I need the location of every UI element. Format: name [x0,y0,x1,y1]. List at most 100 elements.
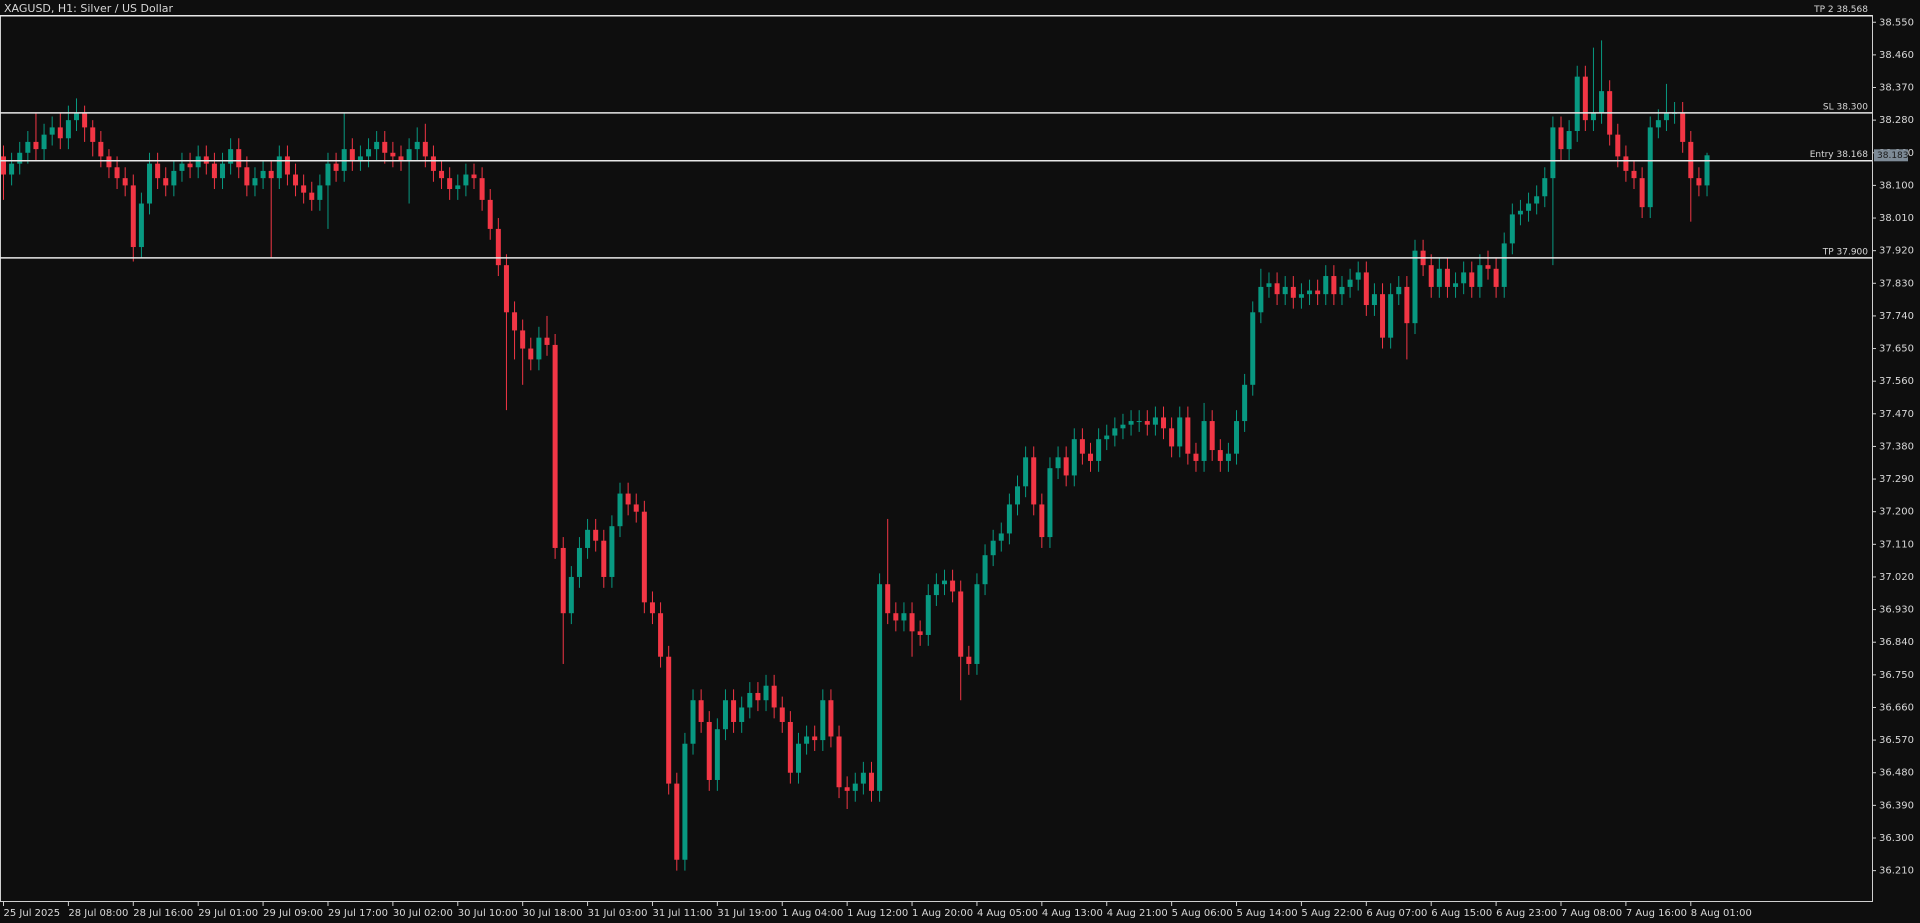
y-tick-label: 38.550 [1879,17,1914,28]
candle-body [1582,76,1588,121]
x-tick-label: 31 Jul 11:00 [652,908,712,919]
candle-body [690,700,696,744]
candle-body [430,156,436,171]
x-tick-label: 6 Aug 07:00 [1366,908,1427,919]
candle-body [284,156,290,175]
x-tick-label: 29 Jul 01:00 [198,908,258,919]
candle-body [893,613,899,621]
candle-body [390,152,396,157]
candle-body [1663,112,1669,121]
candle-body [1704,155,1710,186]
candle-body [1104,435,1110,440]
candle-body [868,772,874,791]
candle-body [1023,457,1029,487]
candle-body [130,185,136,248]
candle-body [1290,286,1296,298]
x-tick-label: 30 Jul 18:00 [523,908,583,919]
candle-body [1282,286,1288,295]
candle-body [536,337,542,360]
candle-body [1250,312,1256,385]
candle-body [974,584,980,664]
candle-body [1453,283,1459,287]
candle-body [479,178,485,200]
candle-body [909,613,915,632]
candle-body [17,152,23,164]
candle-body [787,721,793,773]
candle-body [747,692,753,708]
candle-body [860,772,866,784]
candle-body [1371,294,1377,306]
y-tick-label: 38.370 [1879,83,1914,94]
candle-body [57,127,63,139]
candle-body [155,163,161,179]
candle-body [568,576,574,614]
candle-body [33,141,39,150]
last-price-label: 38.183 [1877,151,1909,161]
candle-body [187,163,193,168]
candle-body [357,156,363,161]
candle-body [958,591,964,657]
candle-body [1234,421,1240,454]
candle-body [1396,286,1402,295]
x-tick-label: 31 Jul 19:00 [717,908,777,919]
candle-body [820,700,826,741]
candle-body [844,787,850,791]
candle-body [836,736,842,788]
x-tick-label: 5 Aug 14:00 [1237,908,1298,919]
x-tick-label: 4 Aug 13:00 [1042,908,1103,919]
candle-body [1574,76,1580,132]
candle-body [941,580,947,585]
y-tick-label: 38.100 [1879,180,1914,191]
candle-body [1225,453,1231,461]
candle-body [1477,265,1483,287]
candle-body [1436,268,1442,287]
candle-body [244,167,250,186]
candle-body [1331,276,1337,295]
x-tick-label: 1 Aug 12:00 [847,908,908,919]
x-tick-label: 31 Jul 03:00 [588,908,648,919]
candle-body [520,330,526,349]
candle-body [1161,417,1167,429]
candle-body [382,141,388,153]
candle-body [1388,294,1394,338]
candle-body [211,163,217,179]
candle-body [1144,421,1150,425]
candle-body [658,613,664,657]
candle-body [1015,486,1020,505]
candle-body [1599,91,1605,113]
y-tick-label: 36.480 [1879,768,1914,779]
candle-body [1242,384,1248,422]
candle-body [1152,417,1158,425]
candle-body [1485,265,1491,269]
candle-body [1558,127,1564,150]
candle-body [276,156,282,179]
y-tick-label: 37.470 [1879,409,1914,420]
candle-body [1631,170,1637,179]
candle-body [1347,279,1353,287]
last-price-box [1874,149,1908,162]
x-tick-label: 30 Jul 02:00 [393,908,453,919]
candle-body [1298,294,1304,298]
x-tick-label: 7 Aug 08:00 [1561,908,1622,919]
candle-body [1055,457,1061,469]
candle-body [601,540,607,577]
candle-body [1,156,6,175]
candle-body [1201,421,1207,461]
candle-body [1217,450,1223,461]
candle-body [1566,131,1572,150]
candle-body [1071,439,1077,476]
candle-body [544,337,550,345]
y-tick-label: 37.830 [1879,278,1914,289]
candle-body [885,584,891,614]
candle-body [1696,178,1702,186]
y-tick-label: 36.750 [1879,670,1914,681]
candle-body [625,493,631,505]
candle-body [1307,290,1313,295]
candle-body [1363,272,1369,306]
candle-body [966,656,972,664]
chart-title: XAGUSD, H1: Silver / US Dollar [4,2,174,15]
candle-body [25,141,31,153]
candle-body [585,529,591,548]
candle-body [406,149,412,161]
